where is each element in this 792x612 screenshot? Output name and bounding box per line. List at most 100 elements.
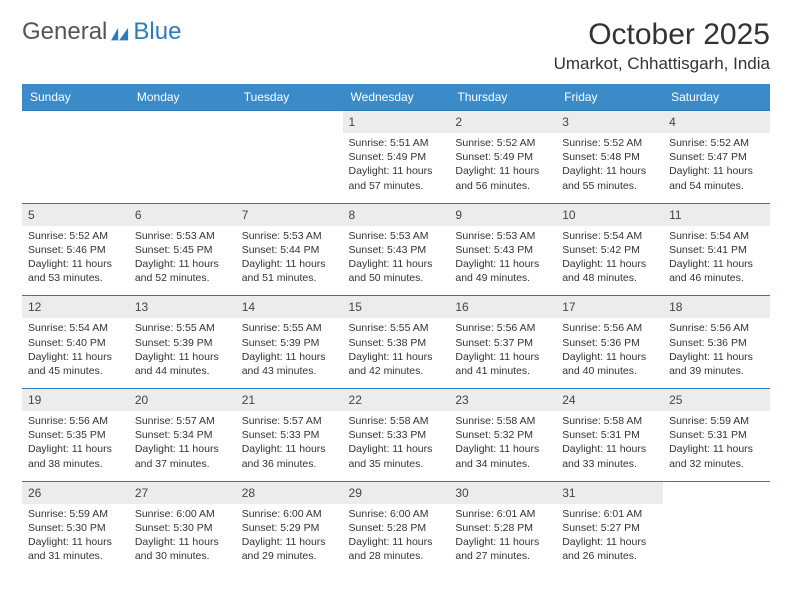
day-details: Sunrise: 5:52 AMSunset: 5:47 PMDaylight:…: [663, 133, 770, 203]
day-details: Sunrise: 5:58 AMSunset: 5:31 PMDaylight:…: [556, 411, 663, 481]
day-details: Sunrise: 5:57 AMSunset: 5:33 PMDaylight:…: [236, 411, 343, 481]
sunrise-text: Sunrise: 5:52 AM: [669, 136, 764, 150]
day-number: 10: [556, 203, 663, 226]
weekday-saturday: Saturday: [663, 84, 770, 111]
daylight-line1: Daylight: 11 hours: [562, 164, 657, 178]
day-details: [663, 504, 770, 574]
daylight-line2: and 44 minutes.: [135, 364, 230, 378]
daylight-line2: and 27 minutes.: [455, 549, 550, 563]
sunrise-text: Sunrise: 5:55 AM: [242, 321, 337, 335]
sunset-text: Sunset: 5:35 PM: [28, 428, 123, 442]
daylight-line1: Daylight: 11 hours: [669, 442, 764, 456]
day-details: Sunrise: 5:57 AMSunset: 5:34 PMDaylight:…: [129, 411, 236, 481]
day-details: Sunrise: 5:55 AMSunset: 5:39 PMDaylight:…: [129, 318, 236, 388]
daylight-line2: and 43 minutes.: [242, 364, 337, 378]
day-number: 29: [343, 481, 450, 504]
sunrise-text: Sunrise: 6:00 AM: [349, 507, 444, 521]
details-row: Sunrise: 5:56 AMSunset: 5:35 PMDaylight:…: [22, 411, 770, 481]
sunset-text: Sunset: 5:31 PM: [669, 428, 764, 442]
sunset-text: Sunset: 5:46 PM: [28, 243, 123, 257]
daylight-line1: Daylight: 11 hours: [669, 257, 764, 271]
daylight-line2: and 28 minutes.: [349, 549, 444, 563]
details-row: Sunrise: 5:54 AMSunset: 5:40 PM Daylight:…: [22, 318, 770, 388]
details-row: Sunrise: 5:51 AMSunset: 5:49 PMDaylight:…: [22, 133, 770, 203]
sunset-text: Sunset: 5:33 PM: [349, 428, 444, 442]
day-number: 19: [22, 389, 129, 412]
day-number: [236, 111, 343, 134]
day-number: 6: [129, 203, 236, 226]
details-row: Sunrise: 5:59 AMSunset: 5:30 PMDaylight:…: [22, 504, 770, 574]
daylight-line1: Daylight: 11 hours: [135, 350, 230, 364]
daylight-line1: Daylight: 11 hours: [242, 535, 337, 549]
day-number: 17: [556, 296, 663, 319]
daylight-line2: and 54 minutes.: [669, 179, 764, 193]
sunrise-text: Sunrise: 5:56 AM: [562, 321, 657, 335]
sunrise-text: Sunrise: 5:55 AM: [349, 321, 444, 335]
sunset-text: Sunset: 5:39 PM: [135, 336, 230, 350]
day-details: Sunrise: 5:54 AMSunset: 5:42 PMDaylight:…: [556, 226, 663, 296]
day-number: 20: [129, 389, 236, 412]
daylight-line1: Daylight: 11 hours: [455, 442, 550, 456]
daylight-line1: Daylight: 11 hours: [28, 257, 123, 271]
daylight-line2: and 49 minutes.: [455, 271, 550, 285]
weekday-thursday: Thursday: [449, 84, 556, 111]
day-number: 11: [663, 203, 770, 226]
day-number: 1: [343, 111, 450, 134]
sunrise-text: Sunrise: 5:53 AM: [135, 229, 230, 243]
sunrise-text: Sunrise: 5:55 AM: [135, 321, 230, 335]
sunrise-text: Sunrise: 5:57 AM: [242, 414, 337, 428]
day-number: 5: [22, 203, 129, 226]
day-number: 18: [663, 296, 770, 319]
daylight-line2: and 39 minutes.: [669, 364, 764, 378]
sunset-text: Sunset: 5:49 PM: [349, 150, 444, 164]
sunset-text: Sunset: 5:40 PM: [28, 336, 123, 350]
daylight-line2: and 52 minutes.: [135, 271, 230, 285]
logo: General Blue: [22, 18, 181, 46]
day-number: [663, 481, 770, 504]
daylight-line2: and 57 minutes.: [349, 179, 444, 193]
day-number: 24: [556, 389, 663, 412]
sunrise-text: Sunrise: 5:54 AM: [562, 229, 657, 243]
day-details: Sunrise: 5:53 AMSunset: 5:45 PMDaylight:…: [129, 226, 236, 296]
sunset-text: Sunset: 5:28 PM: [455, 521, 550, 535]
sunrise-text: Sunrise: 5:58 AM: [562, 414, 657, 428]
day-details: Sunrise: 5:59 AMSunset: 5:30 PMDaylight:…: [22, 504, 129, 574]
daynum-row: 262728293031: [22, 481, 770, 504]
sunrise-text: Sunrise: 5:58 AM: [349, 414, 444, 428]
sunrise-text: Sunrise: 5:53 AM: [349, 229, 444, 243]
weekday-header-row: Sunday Monday Tuesday Wednesday Thursday…: [22, 84, 770, 111]
location: Umarkot, Chhattisgarh, India: [554, 54, 770, 74]
daylight-line2: and 40 minutes.: [562, 364, 657, 378]
day-number: 28: [236, 481, 343, 504]
daylight-line1: Daylight: 11 hours: [242, 442, 337, 456]
sunset-text: Sunset: 5:32 PM: [455, 428, 550, 442]
sunrise-text: Sunrise: 5:53 AM: [242, 229, 337, 243]
day-number: 4: [663, 111, 770, 134]
daynum-row: 19202122232425: [22, 389, 770, 412]
sunrise-text: Sunrise: 5:52 AM: [562, 136, 657, 150]
sunset-text: Sunset: 5:47 PM: [669, 150, 764, 164]
sunset-text: Sunset: 5:31 PM: [562, 428, 657, 442]
sunrise-text: Sunrise: 6:01 AM: [562, 507, 657, 521]
sunrise-text: Sunrise: 5:54 AM: [28, 321, 123, 335]
day-number: 2: [449, 111, 556, 134]
day-details: Sunrise: 5:56 AMSunset: 5:36 PMDaylight:…: [556, 318, 663, 388]
sunset-text: Sunset: 5:48 PM: [562, 150, 657, 164]
day-number: 12: [22, 296, 129, 319]
daylight-line1: Daylight: 11 hours: [455, 350, 550, 364]
weekday-tuesday: Tuesday: [236, 84, 343, 111]
weekday-sunday: Sunday: [22, 84, 129, 111]
daylight-line2: and 26 minutes.: [562, 549, 657, 563]
sunset-text: Sunset: 5:41 PM: [669, 243, 764, 257]
sunrise-text: Sunrise: 5:59 AM: [669, 414, 764, 428]
header: General Blue October 2025 Umarkot, Chhat…: [22, 18, 770, 74]
sunrise-text: Sunrise: 5:53 AM: [455, 229, 550, 243]
sunset-text: Sunset: 5:30 PM: [135, 521, 230, 535]
weekday-wednesday: Wednesday: [343, 84, 450, 111]
day-details: Sunrise: 5:55 AMSunset: 5:39 PMDaylight:…: [236, 318, 343, 388]
sunrise-text: Sunrise: 6:00 AM: [135, 507, 230, 521]
day-details: Sunrise: 5:52 AMSunset: 5:48 PMDaylight:…: [556, 133, 663, 203]
sunset-text: Sunset: 5:30 PM: [28, 521, 123, 535]
day-details: Sunrise: 5:53 AMSunset: 5:44 PMDaylight:…: [236, 226, 343, 296]
day-details: [236, 133, 343, 203]
